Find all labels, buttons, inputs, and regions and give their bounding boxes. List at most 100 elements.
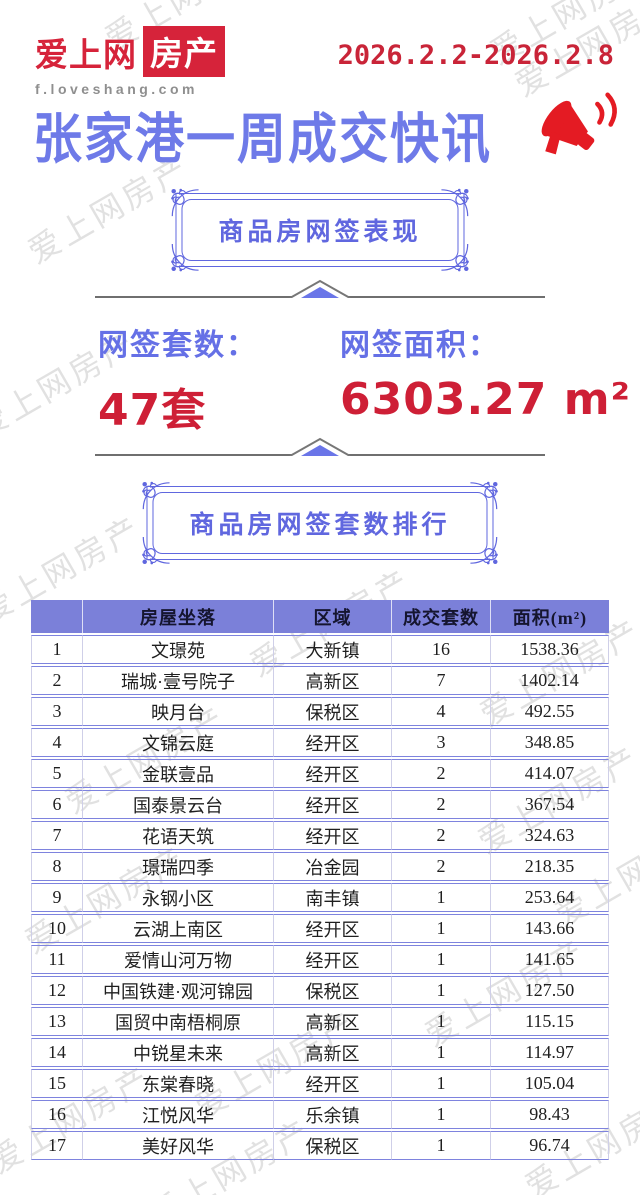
- table-row: 4 文锦云庭 经开区 3 348.85: [31, 728, 609, 757]
- table-cell: 乐余镇: [274, 1100, 392, 1129]
- section-box-ranking: 商品房网签套数排行: [146, 486, 493, 560]
- corner-flourish-icon: [140, 480, 170, 510]
- table-cell: 南丰镇: [274, 883, 392, 912]
- corner-flourish-icon: [470, 536, 500, 566]
- table-cell: 1: [392, 976, 491, 1005]
- table-cell: 3: [31, 697, 83, 726]
- table-cell: 1: [392, 945, 491, 974]
- table-cell: 大新镇: [274, 635, 392, 664]
- table-cell: 253.64: [491, 883, 609, 912]
- table-cell: 9: [31, 883, 83, 912]
- table-cell: 2: [392, 759, 491, 788]
- header-area: 面积(m²): [491, 600, 609, 633]
- table-cell: 5: [31, 759, 83, 788]
- table-row: 11 爱情山河万物 经开区 1 141.65: [31, 945, 609, 974]
- table-cell: 瑞城·壹号院子: [83, 666, 274, 695]
- page-title: 张家港一周成交快讯: [33, 110, 493, 170]
- table-cell: 1: [392, 1038, 491, 1067]
- table-row: 8 璟瑞四季 冶金园 2 218.35: [31, 852, 609, 881]
- title-row: 张家港一周成交快讯: [33, 92, 633, 170]
- table-cell: 金联壹品: [83, 759, 274, 788]
- table-cell: 367.54: [491, 790, 609, 819]
- divider-arrow-icon: [289, 279, 351, 298]
- corner-flourish-icon: [441, 243, 471, 273]
- table-cell: 1: [392, 1131, 491, 1160]
- brand-logo: 爱上网 房产 f.loveshang.com: [35, 26, 225, 97]
- table-cell: 6: [31, 790, 83, 819]
- table-cell: 7: [31, 821, 83, 850]
- table-cell: 国贸中南梧桐原: [83, 1007, 274, 1036]
- header-rank: [31, 600, 83, 633]
- table-cell: 414.07: [491, 759, 609, 788]
- table-cell: 保税区: [274, 697, 392, 726]
- table-cell: 江悦风华: [83, 1100, 274, 1129]
- table-cell: 127.50: [491, 976, 609, 1005]
- table-row: 14 中锐星未来 高新区 1 114.97: [31, 1038, 609, 1067]
- table-cell: 7: [392, 666, 491, 695]
- divider-arrow-icon: [289, 437, 351, 456]
- logo-url: f.loveshang.com: [35, 81, 198, 97]
- table-cell: 经开区: [274, 821, 392, 850]
- logo-row: 爱上网 房产: [35, 26, 225, 77]
- table-cell: 2: [392, 852, 491, 881]
- corner-flourish-icon: [441, 187, 471, 217]
- table-cell: 14: [31, 1038, 83, 1067]
- table-row: 9 永钢小区 南丰镇 1 253.64: [31, 883, 609, 912]
- table-cell: 中国铁建·观河锦园: [83, 976, 274, 1005]
- table-cell: 经开区: [274, 728, 392, 757]
- table-row: 12 中国铁建·观河锦园 保税区 1 127.50: [31, 976, 609, 1005]
- table-cell: 4: [392, 697, 491, 726]
- table-cell: 1: [392, 883, 491, 912]
- table-cell: 花语天筑: [83, 821, 274, 850]
- table-cell: 492.55: [491, 697, 609, 726]
- stat-label: 网签面积：: [340, 329, 500, 362]
- table-cell: 324.63: [491, 821, 609, 850]
- table-cell: 141.65: [491, 945, 609, 974]
- stat-signed-area: 网签面积： 6303.27 m²: [340, 320, 631, 425]
- table-cell: 经开区: [274, 790, 392, 819]
- table-cell: 96.74: [491, 1131, 609, 1160]
- divider-bottom: [95, 437, 545, 456]
- section-box-inner: 商品房网签套数排行: [152, 492, 488, 554]
- table-cell: 8: [31, 852, 83, 881]
- table-cell: 1538.36: [491, 635, 609, 664]
- table-cell: 15: [31, 1069, 83, 1098]
- stat-signed-units: 网签套数： 47套: [98, 320, 258, 438]
- table-cell: 经开区: [274, 945, 392, 974]
- corner-flourish-icon: [140, 536, 170, 566]
- header-location: 房屋坐落: [83, 600, 274, 633]
- table-cell: 中锐星未来: [83, 1038, 274, 1067]
- corner-flourish-icon: [169, 187, 199, 217]
- table-cell: 2: [31, 666, 83, 695]
- table-cell: 保税区: [274, 976, 392, 1005]
- table-row: 15 东棠春晓 经开区 1 105.04: [31, 1069, 609, 1098]
- logo-text: 爱上网: [35, 35, 137, 73]
- table-cell: 348.85: [491, 728, 609, 757]
- table-cell: 高新区: [274, 1038, 392, 1067]
- table-cell: 1: [392, 1007, 491, 1036]
- section-title: 商品房网签表现: [218, 218, 422, 246]
- table-row: 5 金联壹品 经开区 2 414.07: [31, 759, 609, 788]
- table-cell: 2: [392, 790, 491, 819]
- table-header-row: 房屋坐落 区域 成交套数 面积(m²): [31, 600, 609, 633]
- logo-badge: 房产: [143, 26, 225, 77]
- table-cell: 经开区: [274, 914, 392, 943]
- header-district: 区域: [274, 600, 392, 633]
- table-cell: 经开区: [274, 1069, 392, 1098]
- stat-label: 网签套数：: [98, 329, 258, 362]
- stat-value: 47套: [98, 385, 207, 436]
- table-cell: 云湖上南区: [83, 914, 274, 943]
- table-cell: 16: [31, 1100, 83, 1129]
- header-deals: 成交套数: [392, 600, 491, 633]
- table-cell: 114.97: [491, 1038, 609, 1067]
- section-box-inner: 商品房网签表现: [181, 199, 459, 261]
- table-cell: 高新区: [274, 666, 392, 695]
- table-cell: 经开区: [274, 759, 392, 788]
- table-cell: 美好风华: [83, 1131, 274, 1160]
- table-cell: 3: [392, 728, 491, 757]
- table-row: 2 瑞城·壹号院子 高新区 7 1402.14: [31, 666, 609, 695]
- table-row: 7 花语天筑 经开区 2 324.63: [31, 821, 609, 850]
- date-range: 2026.2.2-2026.2.8: [337, 40, 614, 71]
